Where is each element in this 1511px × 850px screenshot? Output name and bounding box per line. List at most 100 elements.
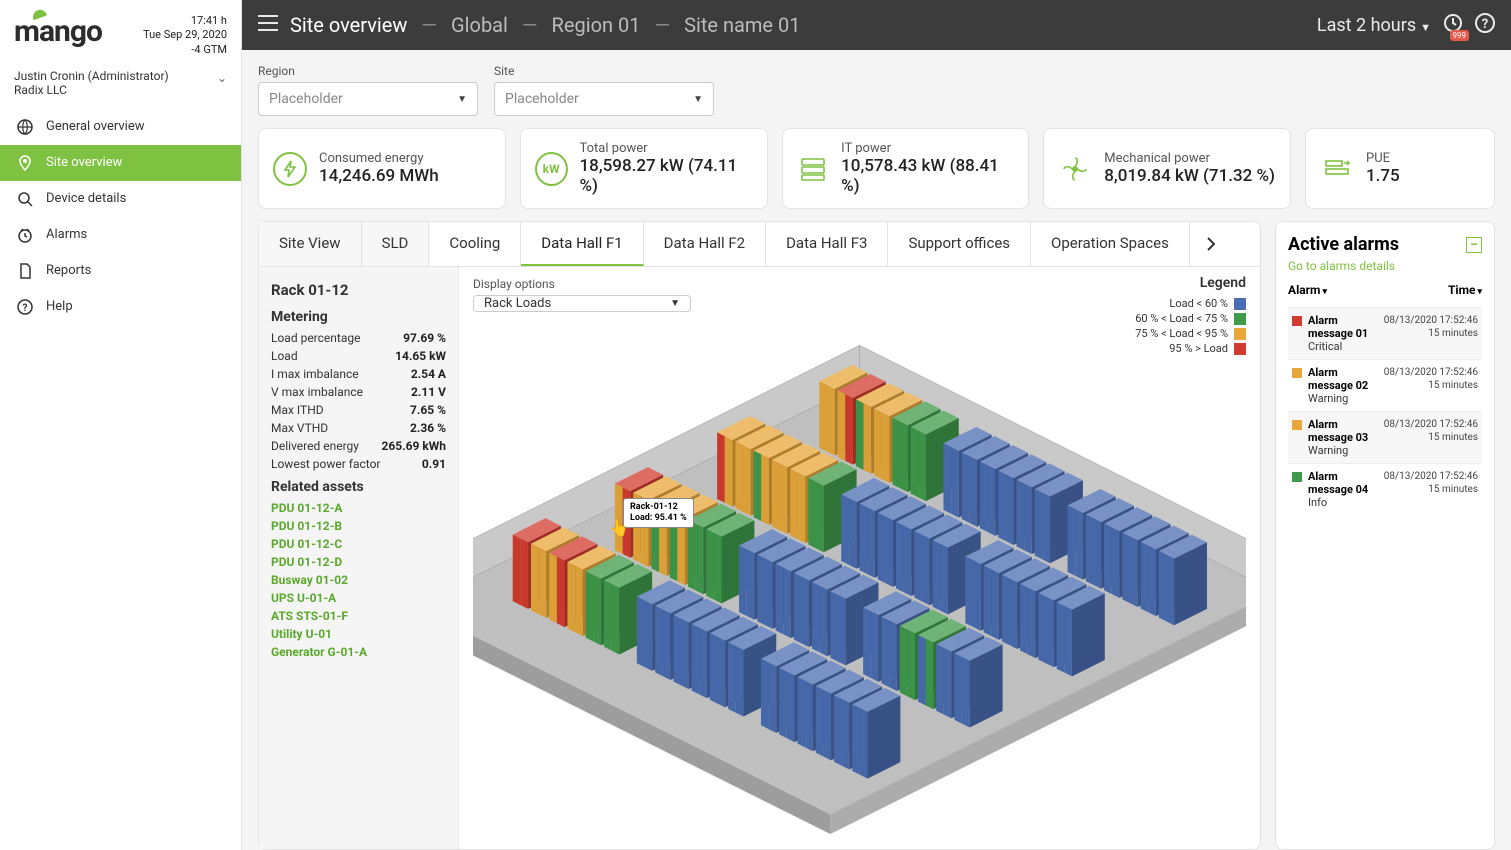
metering-key: Delivered energy <box>271 439 359 453</box>
svg-text:?: ? <box>23 303 28 314</box>
bolt-icon <box>273 152 307 186</box>
sidebar-item-label: Site overview <box>46 155 122 170</box>
metering-key: Load <box>271 349 298 363</box>
metering-row: Load percentage97.69 % <box>271 331 446 345</box>
clock: 17:41 h Tue Sep 29, 2020 -4 GTM <box>143 14 227 57</box>
related-asset-link[interactable]: PDU 01-12-C <box>271 537 446 551</box>
alarms-col-alarm[interactable]: Alarm▾ <box>1288 283 1327 297</box>
kpi-card-it-power: IT power 10,578.43 kW (88.41 %) <box>782 128 1030 209</box>
alarm-count-badge: 999 <box>1450 30 1470 41</box>
related-asset-link[interactable]: PDU 01-12-A <box>271 501 446 515</box>
kpi-label: PUE <box>1366 151 1400 166</box>
sidebar-item-help[interactable]: ? Help <box>0 289 241 325</box>
tab-support-offices[interactable]: Support offices <box>888 222 1031 266</box>
legend-label: 75 % < Load < 95 % <box>1135 327 1228 340</box>
pue-icon <box>1320 152 1354 186</box>
alarm-time: 08/13/2020 17:52:4615 minutes <box>1384 418 1478 457</box>
sidebar-item-alarms[interactable]: Alarms <box>0 217 241 253</box>
rack-metrics-panel: Rack 01-12 Metering Load percentage97.69… <box>259 267 459 849</box>
metering-value: 7.65 % <box>410 403 446 417</box>
tab-sld[interactable]: SLD <box>362 222 430 266</box>
metering-key: V max imbalance <box>271 385 363 399</box>
user-menu[interactable]: Justin Cronin (Administrator) Radix LLC … <box>0 61 241 109</box>
kpi-value: 18,598.27 kW (74.11 %) <box>580 156 753 196</box>
sidebar-item-reports[interactable]: Reports <box>0 253 241 289</box>
kpi-label: IT power <box>841 141 1014 156</box>
alarm-item[interactable]: Alarm message 03 Warning 08/13/2020 17:5… <box>1288 411 1482 463</box>
help-icon[interactable]: ? <box>1475 13 1495 37</box>
metering-key: Max ITHD <box>271 403 324 417</box>
breadcrumb-root[interactable]: Site overview <box>290 13 407 37</box>
sidebar: mango 17:41 h Tue Sep 29, 2020 -4 GTM Ju… <box>0 0 242 850</box>
tab-data-hall-f2[interactable]: Data Hall F2 <box>644 222 766 266</box>
legend-swatch <box>1234 343 1246 355</box>
breadcrumb-item[interactable]: Region 01 <box>552 13 641 37</box>
breadcrumb-item[interactable]: Global <box>451 13 508 37</box>
alarm-message: Alarm message 03 <box>1308 418 1378 444</box>
pin-icon <box>16 155 34 171</box>
region-select[interactable]: Placeholder▼ <box>258 82 478 116</box>
alarms-title: Active alarms <box>1288 234 1399 255</box>
tabs-scroll-right[interactable] <box>1190 222 1232 266</box>
related-asset-link[interactable]: PDU 01-12-B <box>271 519 446 533</box>
collapse-icon[interactable]: − <box>1466 237 1482 253</box>
tab-data-hall-f3[interactable]: Data Hall F3 <box>766 222 888 266</box>
sidebar-item-device-details[interactable]: Device details <box>0 181 241 217</box>
alarm-item[interactable]: Alarm message 01 Critical 08/13/2020 17:… <box>1288 307 1482 359</box>
alarm-bell-icon[interactable]: 999 <box>1443 13 1463 37</box>
metering-row: I max imbalance2.54 A <box>271 367 446 381</box>
related-asset-link[interactable]: ATS STS-01-F <box>271 609 446 623</box>
legend-item: 75 % < Load < 95 % <box>1135 327 1246 340</box>
related-asset-link[interactable]: Utility U-01 <box>271 627 446 641</box>
sidebar-nav: General overview Site overview Device deta… <box>0 109 241 325</box>
sidebar-item-site-overview[interactable]: Site overview <box>0 145 241 181</box>
tab-operation-spaces[interactable]: Operation Spaces <box>1031 222 1190 266</box>
metering-key: Lowest power factor <box>271 457 381 471</box>
kpi-card-consumed-energy: Consumed energy 14,246.69 MWh <box>258 128 506 209</box>
display-options-select[interactable]: Rack Loads▼ <box>473 295 691 312</box>
alarm-time: 08/13/2020 17:52:4615 minutes <box>1384 366 1478 405</box>
breadcrumb-item[interactable]: Site name 01 <box>684 13 800 37</box>
tab-data-hall-f1[interactable]: Data Hall F1 <box>521 222 643 266</box>
site-select[interactable]: Placeholder▼ <box>494 82 714 116</box>
kw-icon: kW <box>535 152 568 186</box>
svg-text:?: ? <box>1482 17 1488 32</box>
clock-icon <box>16 227 34 243</box>
time-range-select[interactable]: Last 2 hours▼ <box>1317 15 1431 36</box>
alarm-item[interactable]: Alarm message 02 Warning 08/13/2020 17:5… <box>1288 359 1482 411</box>
fan-icon <box>1058 152 1092 186</box>
alarms-panel: Active alarms − Go to alarms details Ala… <box>1275 221 1495 850</box>
legend-item: 60 % < Load < 75 % <box>1135 312 1246 325</box>
kpi-label: Mechanical power <box>1104 151 1275 166</box>
metering-key: Max VTHD <box>271 421 328 435</box>
rack-3d-canvas[interactable]: Rack-01-12 Load: 95.41 % 👆 <box>473 318 1246 850</box>
breadcrumb: Site overview — Global — Region 01 — Sit… <box>290 13 800 37</box>
related-asset-link[interactable]: Busway 01-02 <box>271 573 446 587</box>
related-asset-link[interactable]: UPS U-01-A <box>271 591 446 605</box>
legend: Legend Load < 60 %60 % < Load < 75 %75 %… <box>1135 275 1246 357</box>
alarm-severity: Critical <box>1308 340 1378 353</box>
metering-key: Load percentage <box>271 331 360 345</box>
metering-row: V max imbalance2.11 V <box>271 385 446 399</box>
server-icon <box>797 152 830 186</box>
sidebar-item-label: Reports <box>46 263 91 278</box>
tab-site-view[interactable]: Site View <box>259 222 362 266</box>
alarm-message: Alarm message 01 <box>1308 314 1378 340</box>
tab-cooling[interactable]: Cooling <box>429 222 521 266</box>
sidebar-item-general-overview[interactable]: General overview <box>0 109 241 145</box>
kpi-label: Consumed energy <box>319 151 439 166</box>
related-asset-link[interactable]: PDU 01-12-D <box>271 555 446 569</box>
globe-icon <box>16 119 34 135</box>
alarms-details-link[interactable]: Go to alarms details <box>1288 259 1395 273</box>
menu-icon[interactable] <box>258 15 278 35</box>
legend-swatch <box>1234 328 1246 340</box>
metering-row: Load14.65 kW <box>271 349 446 363</box>
severity-swatch <box>1292 368 1302 378</box>
alarms-col-time[interactable]: Time▾ <box>1448 283 1482 297</box>
metering-row: Max ITHD 7.65 % <box>271 403 446 417</box>
related-asset-link[interactable]: Generator G-01-A <box>271 645 446 659</box>
alarm-item[interactable]: Alarm message 04 Info 08/13/2020 17:52:4… <box>1288 463 1482 515</box>
sidebar-item-label: Help <box>46 299 73 314</box>
metering-value: 0.91 <box>422 457 446 471</box>
metering-value: 265.69 kWh <box>381 439 446 453</box>
